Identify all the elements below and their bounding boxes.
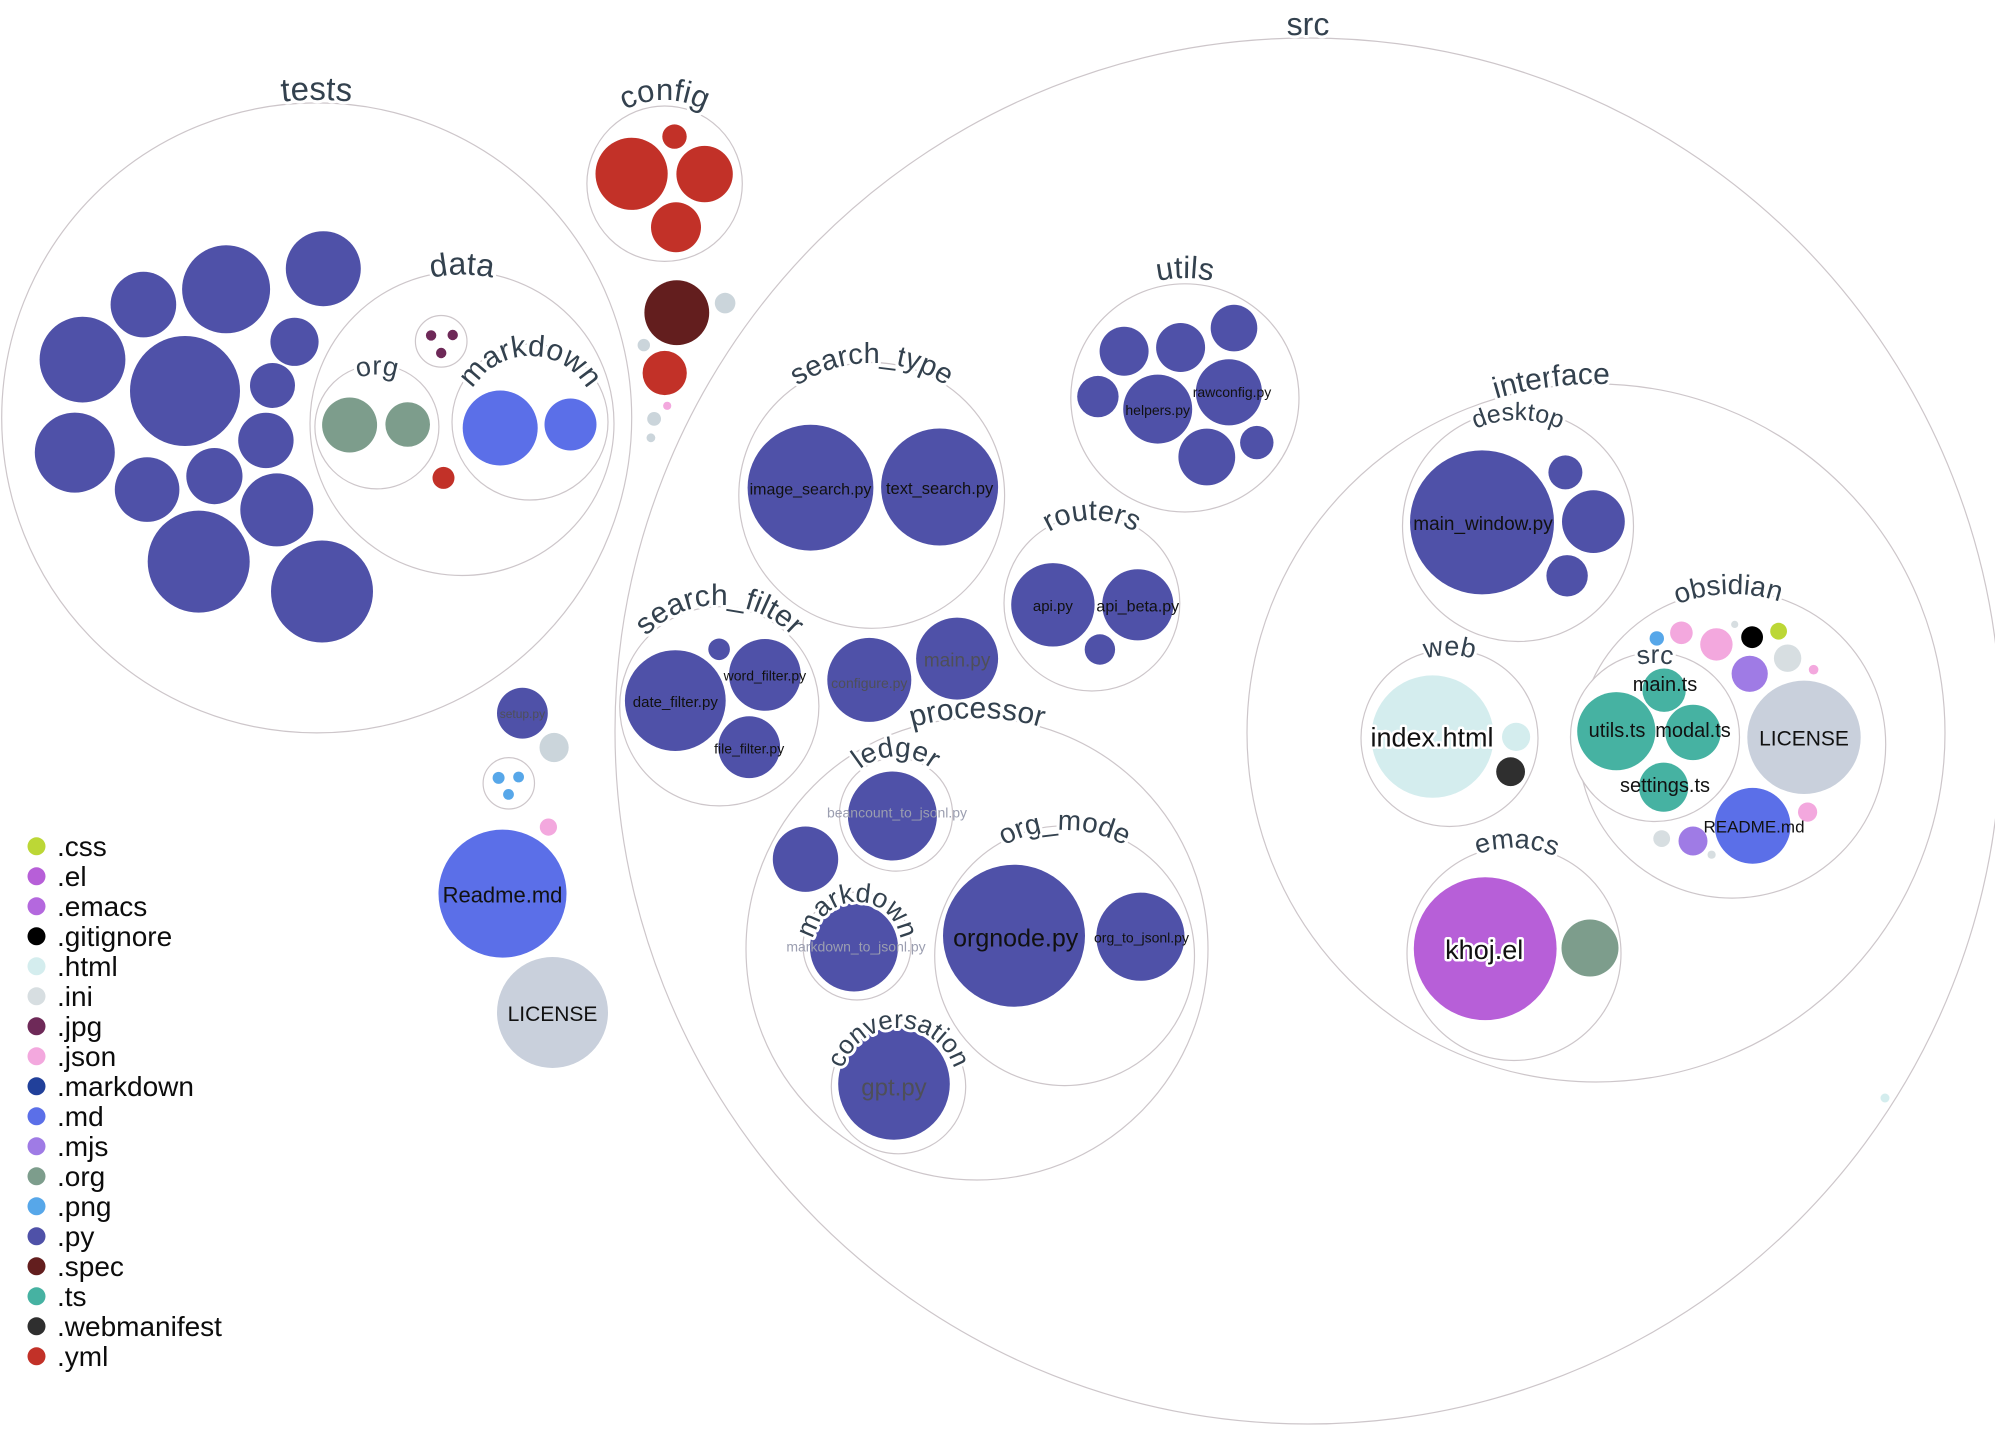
svg-text:LICENSE: LICENSE <box>1759 728 1849 751</box>
svg-text:utils: utils <box>1153 250 1217 288</box>
svg-text:.markdown: .markdown <box>57 1071 194 1102</box>
svg-text:date_filter.py: date_filter.py <box>633 694 719 711</box>
svg-text:.py: .py <box>57 1221 94 1252</box>
svg-text:.emacs: .emacs <box>57 891 147 922</box>
svg-text:data: data <box>427 245 498 284</box>
svg-text:api.py: api.py <box>1033 598 1074 615</box>
svg-text:desktop: desktop <box>1468 398 1568 434</box>
svg-text:markdown_to_jsonl.py: markdown_to_jsonl.py <box>786 938 925 954</box>
svg-text:gpt.py: gpt.py <box>861 1074 926 1101</box>
svg-text:text_search.py: text_search.py <box>886 480 994 498</box>
svg-text:LICENSE: LICENSE <box>508 1003 598 1026</box>
svg-text:main.ts: main.ts <box>1633 674 1697 696</box>
svg-text:.org: .org <box>57 1161 105 1192</box>
svg-text:modal.ts: modal.ts <box>1655 720 1731 742</box>
svg-text:Readme.md: Readme.md <box>443 882 563 907</box>
svg-text:.gitignore: .gitignore <box>57 921 172 952</box>
svg-text:main.py: main.py <box>924 651 991 672</box>
svg-text:khoj.el: khoj.el <box>1445 935 1523 965</box>
svg-text:src: src <box>1286 6 1330 42</box>
svg-text:main_window.py: main_window.py <box>1413 514 1553 535</box>
svg-text:helpers.py: helpers.py <box>1125 402 1190 418</box>
svg-text:configure.py: configure.py <box>831 675 907 691</box>
svg-text:.yml: .yml <box>57 1341 108 1372</box>
svg-text:.el: .el <box>57 861 87 892</box>
svg-text:.webmanifest: .webmanifest <box>57 1311 222 1342</box>
svg-text:src: src <box>1634 639 1675 671</box>
svg-text:.json: .json <box>57 1041 116 1072</box>
svg-text:.ts: .ts <box>57 1281 87 1312</box>
svg-text:beancount_to_jsonl.py: beancount_to_jsonl.py <box>827 804 967 820</box>
svg-text:file_filter.py: file_filter.py <box>714 740 784 756</box>
svg-text:settings.ts: settings.ts <box>1620 775 1710 797</box>
svg-text:index.html: index.html <box>1370 723 1493 753</box>
svg-text:image_search.py: image_search.py <box>750 481 872 498</box>
svg-text:README.md: README.md <box>1703 818 1804 837</box>
svg-text:rawconfig.py: rawconfig.py <box>1193 384 1272 400</box>
svg-text:org_to_jsonl.py: org_to_jsonl.py <box>1094 930 1189 946</box>
svg-text:web: web <box>1420 631 1479 664</box>
svg-text:.jpg: .jpg <box>57 1011 102 1042</box>
svg-text:api_beta.py: api_beta.py <box>1096 598 1179 615</box>
svg-text:orgnode.py: orgnode.py <box>953 925 1079 953</box>
svg-text:tests: tests <box>279 70 354 109</box>
svg-text:.html: .html <box>57 951 118 982</box>
svg-text:utils.ts: utils.ts <box>1589 720 1646 742</box>
svg-text:.spec: .spec <box>57 1251 124 1282</box>
svg-text:.css: .css <box>57 831 107 862</box>
svg-text:.md: .md <box>57 1101 104 1132</box>
svg-text:.mjs: .mjs <box>57 1131 108 1162</box>
svg-text:.ini: .ini <box>57 981 93 1012</box>
svg-text:word_filter.py: word_filter.py <box>723 667 806 683</box>
svg-text:org: org <box>352 350 401 383</box>
svg-text:setup.py: setup.py <box>500 707 545 721</box>
svg-text:.png: .png <box>57 1191 112 1222</box>
